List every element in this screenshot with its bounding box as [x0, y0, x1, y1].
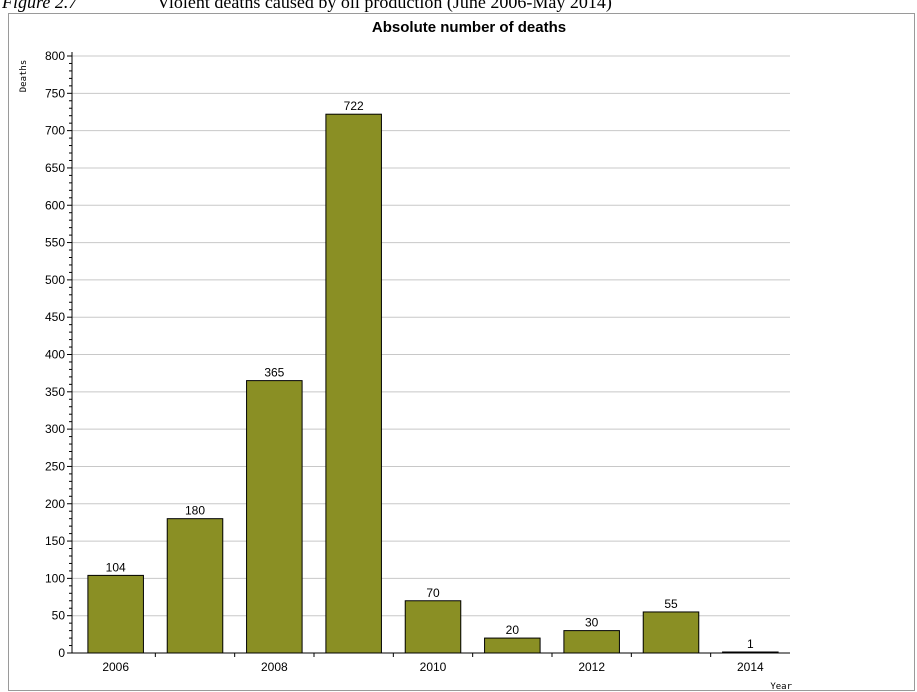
y-axis-label: Deaths	[19, 60, 29, 93]
y-tick-label: 400	[45, 348, 65, 362]
y-tick-label: 450	[45, 310, 65, 324]
value-label-2006: 104	[106, 560, 126, 574]
y-tick-label: 200	[45, 497, 65, 511]
bar-2008	[246, 380, 303, 654]
bar-2012	[563, 630, 620, 654]
grid-lines	[72, 55, 790, 617]
value-label-2009: 722	[344, 99, 364, 113]
figure-caption: Figure 2.7 Violent deaths caused by oil p…	[2, 0, 802, 14]
y-tick-label: 350	[45, 385, 65, 399]
x-tick-label-2006: 2006	[102, 660, 129, 674]
y-tick-label: 250	[45, 459, 65, 473]
y-tick-label: 300	[45, 422, 65, 436]
y-tick-label: 150	[45, 534, 65, 548]
chart-title: Absolute number of deaths	[372, 19, 566, 36]
value-label-2011: 20	[506, 623, 520, 637]
axes: 0 50 100 150 200 250 300 350 400 450 500 550 600 650 7…	[45, 49, 790, 674]
x-tick-label-2008: 2008	[261, 660, 288, 674]
y-tick-label: 50	[52, 609, 66, 623]
value-label-2012: 30	[585, 616, 599, 630]
value-label-2014: 1	[747, 637, 754, 651]
y-tick-label: 100	[45, 571, 65, 585]
value-label-2008: 365	[264, 366, 284, 380]
y-tick-label: 650	[45, 161, 65, 175]
figure-label: Figure 2.7	[2, 0, 78, 12]
figure-caption-text: Violent deaths caused by oil production …	[157, 0, 612, 12]
x-tick-label-2012: 2012	[578, 660, 605, 674]
x-tick-label-2014: 2014	[737, 660, 764, 674]
y-tick-label: 600	[45, 198, 65, 212]
x-axis-label: Year	[770, 682, 792, 692]
bar-2007	[166, 518, 224, 654]
y-tick-label: 0	[58, 646, 65, 660]
bar-2009	[325, 113, 382, 654]
y-tick-label: 700	[45, 124, 65, 138]
value-label-2007: 180	[185, 504, 205, 518]
bar-2006	[87, 574, 144, 654]
x-tick-label-2010: 2010	[420, 660, 447, 674]
value-label-2010: 70	[426, 586, 440, 600]
y-tick-label: 750	[45, 86, 65, 100]
value-label-2013: 55	[664, 597, 678, 611]
y-tick-label: 500	[45, 273, 65, 287]
y-tick-label: 800	[45, 49, 65, 63]
y-tick-label: 550	[45, 236, 65, 250]
bar-2013	[642, 611, 700, 654]
bar-2011	[484, 637, 541, 654]
bar-2010	[404, 600, 462, 654]
bars: 104 180 365 722 70 20 30 55 1	[87, 99, 779, 654]
